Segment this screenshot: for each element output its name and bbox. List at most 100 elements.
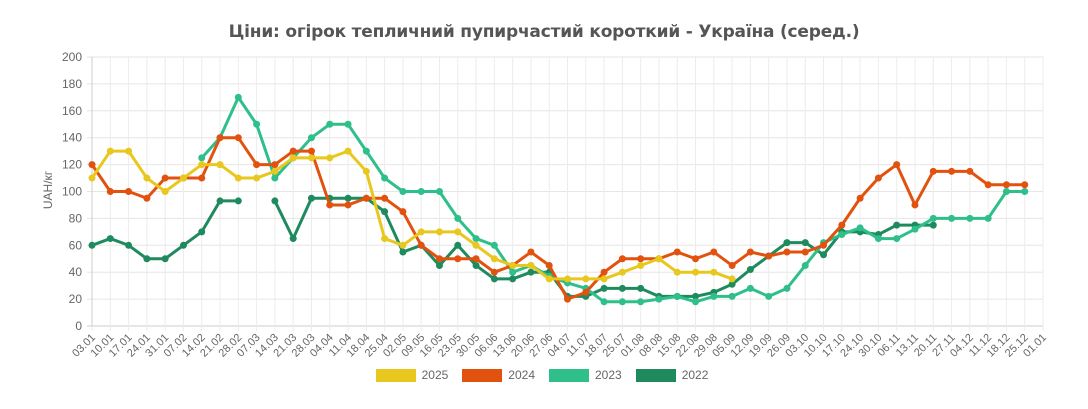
data-point[interactable] <box>618 298 626 306</box>
legend-item-2023[interactable]: 2023 <box>549 368 626 382</box>
data-point[interactable] <box>490 268 498 276</box>
data-point[interactable] <box>125 241 133 249</box>
data-point[interactable] <box>106 235 114 243</box>
data-point[interactable] <box>838 221 846 229</box>
data-point[interactable] <box>417 188 425 195</box>
data-point[interactable] <box>710 292 718 300</box>
data-point[interactable] <box>399 188 407 195</box>
data-point[interactable] <box>381 208 389 216</box>
data-point[interactable] <box>399 248 407 256</box>
data-point[interactable] <box>326 201 334 209</box>
data-point[interactable] <box>582 275 590 283</box>
data-point[interactable] <box>966 214 974 222</box>
legend-item-2024[interactable]: 2024 <box>462 368 539 382</box>
data-point[interactable] <box>655 295 663 303</box>
data-point[interactable] <box>673 292 681 300</box>
data-point[interactable] <box>490 255 498 263</box>
data-point[interactable] <box>326 120 334 128</box>
data-point[interactable] <box>820 241 828 249</box>
data-point[interactable] <box>746 248 754 256</box>
data-point[interactable] <box>801 239 809 247</box>
data-point[interactable] <box>454 241 462 249</box>
data-point[interactable] <box>289 235 297 243</box>
data-point[interactable] <box>179 241 187 249</box>
data-point[interactable] <box>417 241 425 249</box>
data-point[interactable] <box>692 292 700 300</box>
data-point[interactable] <box>344 201 352 209</box>
data-point[interactable] <box>911 201 919 209</box>
data-point[interactable] <box>399 208 407 216</box>
data-point[interactable] <box>655 255 663 263</box>
data-point[interactable] <box>381 235 389 243</box>
data-point[interactable] <box>307 134 315 142</box>
data-point[interactable] <box>490 275 498 283</box>
data-point[interactable] <box>362 167 370 175</box>
data-point[interactable] <box>381 174 389 182</box>
data-point[interactable] <box>710 268 718 276</box>
data-point[interactable] <box>307 147 315 155</box>
data-point[interactable] <box>198 228 206 236</box>
data-point[interactable] <box>490 241 498 249</box>
legend-item-2025[interactable]: 2025 <box>375 368 453 382</box>
data-point[interactable] <box>728 280 736 288</box>
data-point[interactable] <box>966 167 974 175</box>
data-point[interactable] <box>362 147 370 155</box>
data-point[interactable] <box>234 174 242 182</box>
data-point[interactable] <box>216 134 224 142</box>
data-point[interactable] <box>801 248 809 256</box>
data-point[interactable] <box>271 174 279 182</box>
data-point[interactable] <box>88 161 96 169</box>
data-point[interactable] <box>929 221 937 229</box>
data-point[interactable] <box>692 255 700 263</box>
data-point[interactable] <box>564 295 571 303</box>
data-point[interactable] <box>929 167 937 175</box>
data-point[interactable] <box>948 214 956 222</box>
data-point[interactable] <box>637 261 645 269</box>
data-point[interactable] <box>216 161 224 169</box>
data-point[interactable] <box>125 147 133 155</box>
data-point[interactable] <box>564 275 571 283</box>
data-point[interactable] <box>88 174 96 182</box>
data-point[interactable] <box>307 194 315 202</box>
data-point[interactable] <box>637 284 645 292</box>
data-point[interactable] <box>161 174 169 182</box>
data-point[interactable] <box>326 154 334 162</box>
data-point[interactable] <box>856 194 864 202</box>
data-point[interactable] <box>673 268 681 276</box>
data-point[interactable] <box>472 261 480 269</box>
data-point[interactable] <box>381 194 389 202</box>
data-point[interactable] <box>253 174 261 182</box>
data-point[interactable] <box>454 214 462 222</box>
data-point[interactable] <box>984 214 992 222</box>
data-point[interactable] <box>472 255 480 263</box>
data-point[interactable] <box>179 174 187 182</box>
data-point[interactable] <box>820 251 828 259</box>
data-point[interactable] <box>746 284 754 292</box>
data-point[interactable] <box>582 288 590 296</box>
data-point[interactable] <box>509 268 517 276</box>
data-point[interactable] <box>454 228 462 236</box>
data-point[interactable] <box>253 161 261 169</box>
data-point[interactable] <box>765 292 773 300</box>
data-point[interactable] <box>600 268 608 276</box>
data-point[interactable] <box>765 252 773 260</box>
data-point[interactable] <box>692 298 700 306</box>
data-point[interactable] <box>838 231 846 239</box>
legend-item-2022[interactable]: 2022 <box>635 368 713 382</box>
data-point[interactable] <box>509 261 517 269</box>
data-point[interactable] <box>618 284 626 292</box>
data-point[interactable] <box>509 275 517 283</box>
data-point[interactable] <box>600 275 608 283</box>
data-point[interactable] <box>911 225 919 233</box>
data-point[interactable] <box>161 188 169 195</box>
data-point[interactable] <box>728 261 736 269</box>
data-point[interactable] <box>948 167 956 175</box>
data-point[interactable] <box>1002 181 1010 189</box>
data-point[interactable] <box>454 255 462 263</box>
data-point[interactable] <box>545 261 553 269</box>
data-point[interactable] <box>893 161 901 169</box>
data-point[interactable] <box>673 248 681 256</box>
data-point[interactable] <box>472 235 480 243</box>
data-point[interactable] <box>893 221 901 229</box>
data-point[interactable] <box>307 154 315 162</box>
